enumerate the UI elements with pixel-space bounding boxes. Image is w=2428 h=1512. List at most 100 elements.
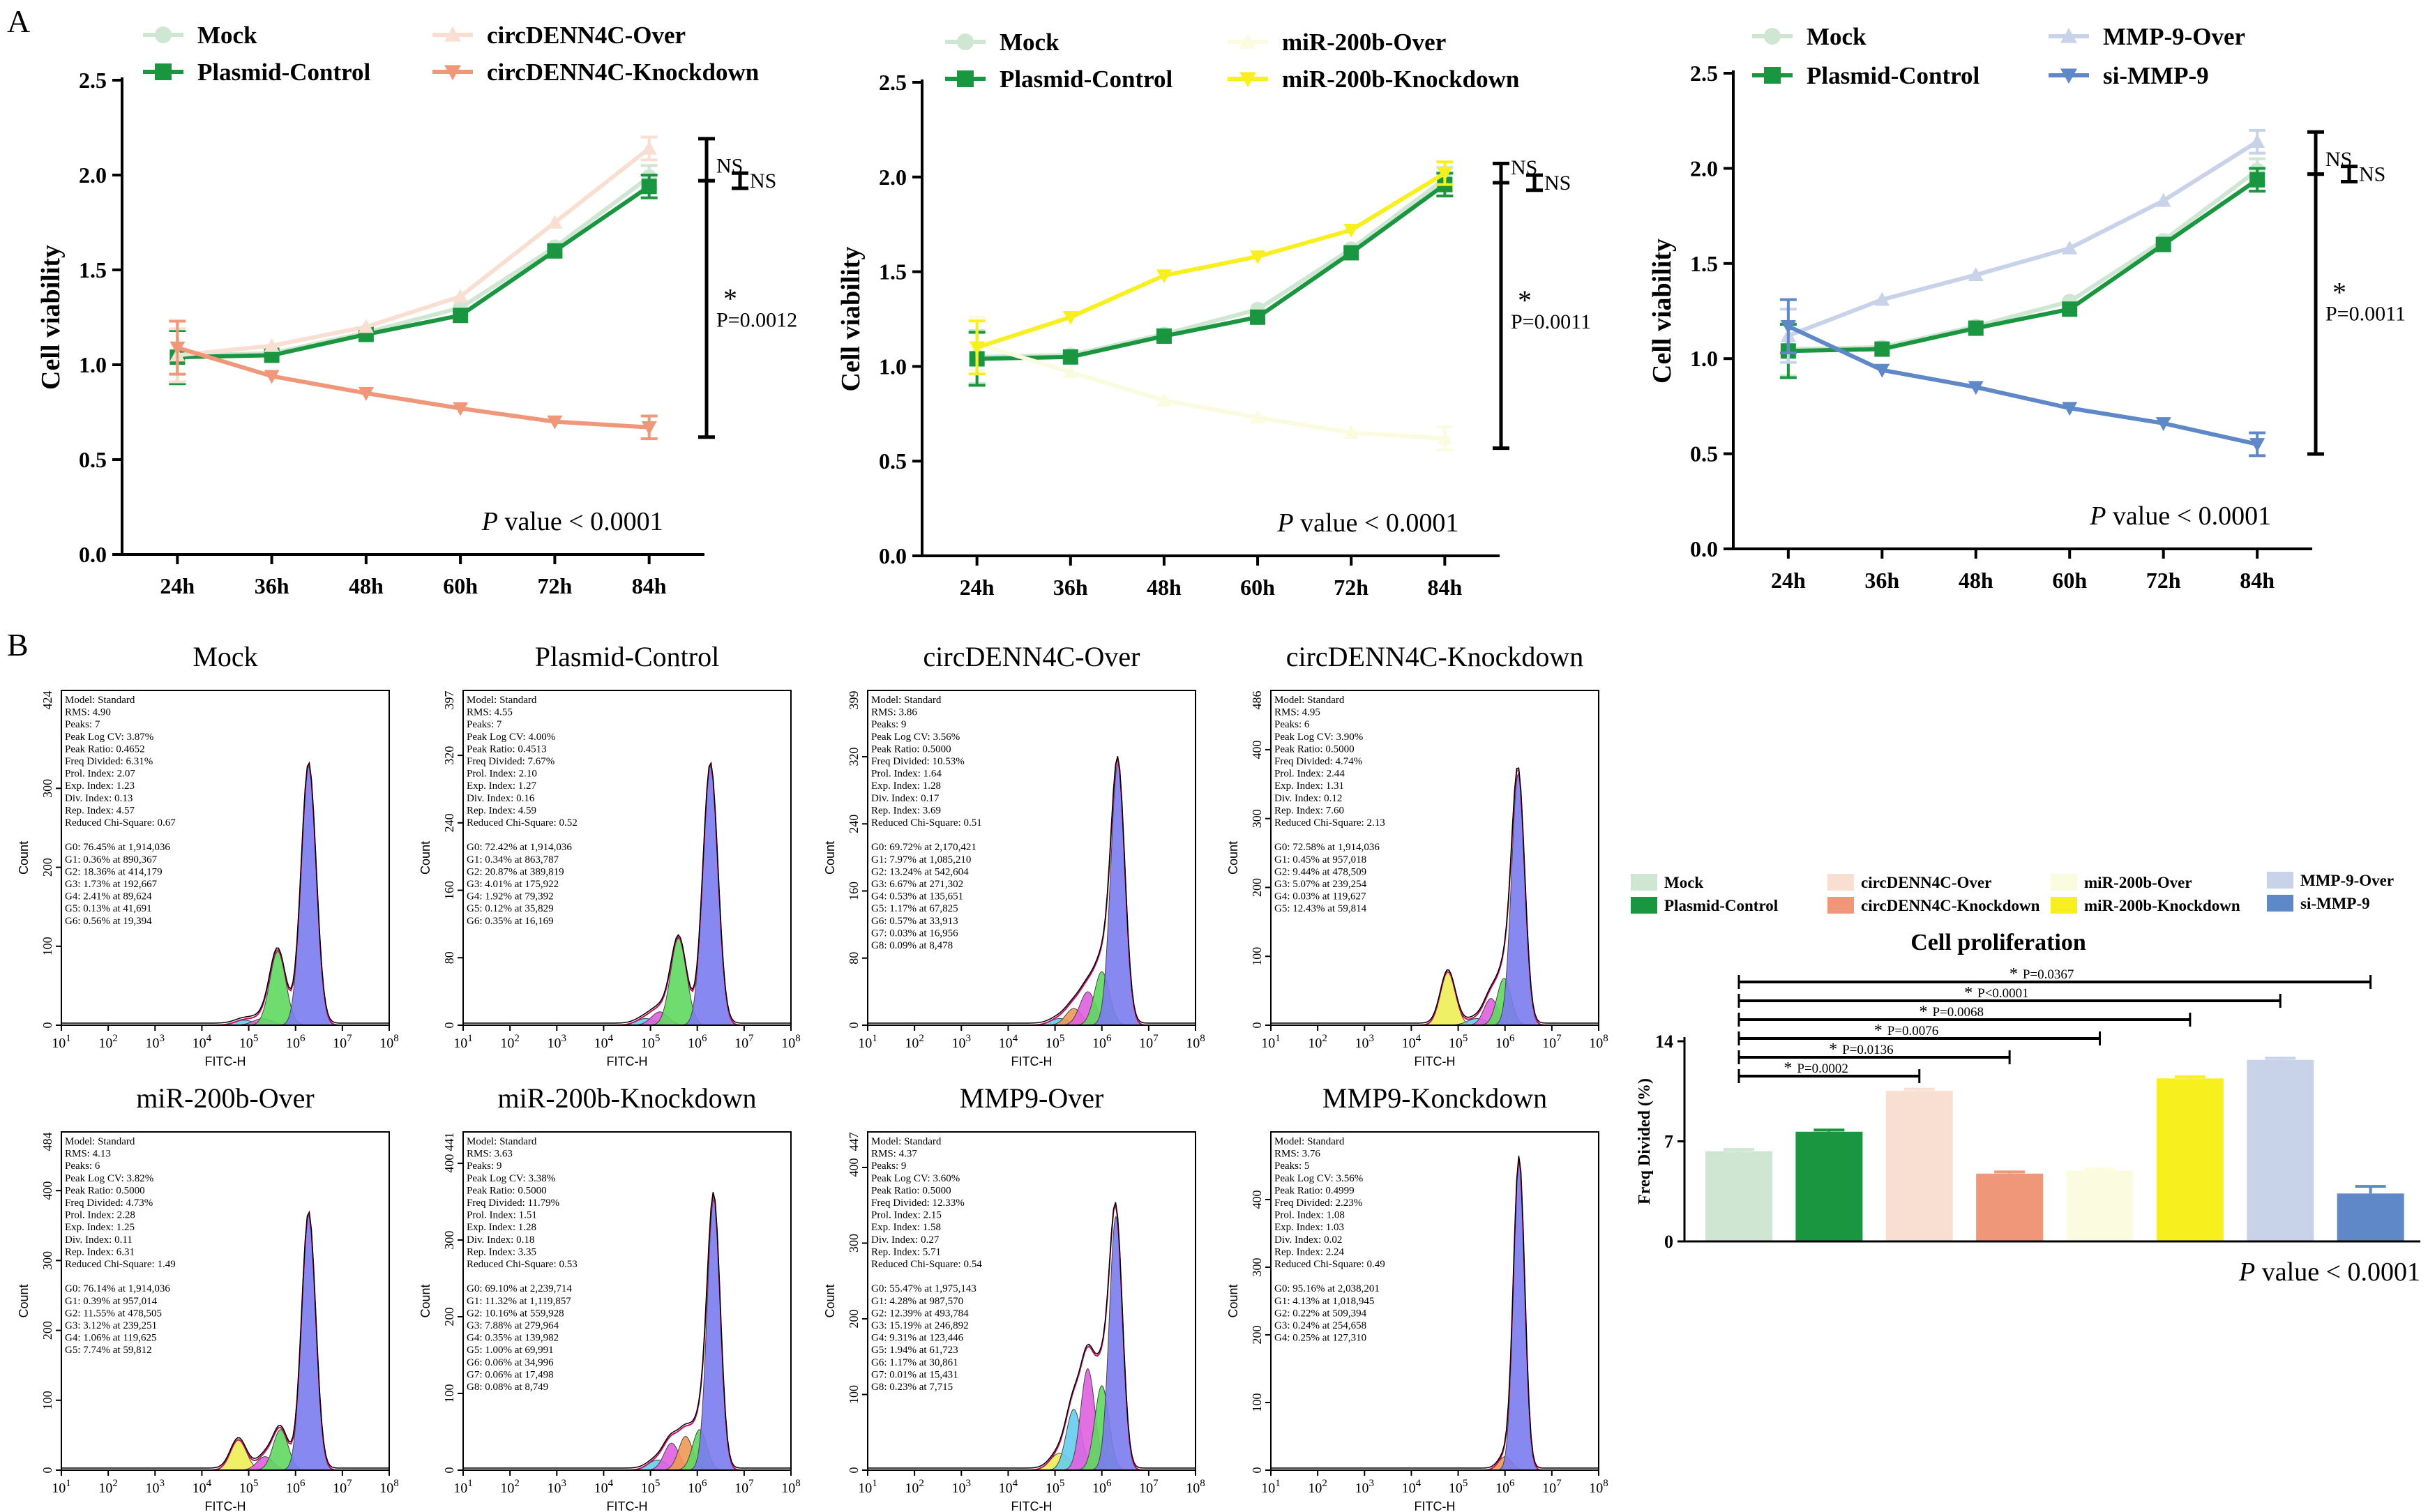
x-tick-label: 107 — [1542, 1033, 1562, 1051]
x-tick-label: 102 — [1308, 1478, 1327, 1496]
tick-exp: 5 — [1060, 1033, 1065, 1044]
tick-base: 10 — [453, 1481, 467, 1496]
histogram-frame — [867, 1131, 1196, 1471]
sig-star: * — [1829, 1041, 1837, 1059]
legend-marker — [155, 27, 172, 43]
x-tick-label: 104 — [193, 1033, 212, 1051]
stats-line: Exp. Index: 1.25 — [65, 1222, 135, 1233]
histogram-frame — [1270, 1131, 1599, 1471]
y-tick-label: 0 — [847, 1467, 861, 1474]
legend-label: miR-200b-Knockdown — [2084, 897, 2240, 914]
x-tick-label: 105 — [641, 1033, 661, 1051]
tick-exp: 7 — [748, 1478, 754, 1489]
y-axis-label: Count — [17, 841, 31, 875]
sig-star: * — [1919, 1003, 1927, 1021]
sig-bracket-1: * P=0.0367 — [1737, 965, 2372, 989]
overall-p-value: P value < 0.0001 — [481, 507, 663, 536]
tick-exp: 4 — [608, 1478, 614, 1489]
tick-exp: 6 — [1106, 1478, 1112, 1489]
x-tick-label: 102 — [1308, 1033, 1327, 1051]
y-tick-label: 1.0 — [879, 354, 907, 379]
tick-base: 10 — [734, 1481, 748, 1496]
stats-line: Rep. Index: 4.57 — [65, 805, 135, 816]
tick-base: 10 — [1355, 1481, 1369, 1496]
y-tick-label: 1.5 — [79, 257, 107, 282]
legend-marker — [1764, 67, 1781, 84]
stats-line: G5: 1.00% at 69,991 — [467, 1345, 554, 1356]
series-line — [177, 184, 651, 360]
sig-p-label: P=0.0002 — [1797, 1061, 1848, 1076]
stats-line: Reduced Chi-Square: 0.52 — [467, 817, 578, 829]
tick-exp: 2 — [514, 1033, 520, 1044]
series-line — [1787, 139, 2259, 338]
x-tick-label: 106 — [1092, 1033, 1112, 1051]
y-tick-label: 2.0 — [79, 162, 107, 188]
y-tick-label: 320 — [442, 746, 456, 765]
tick-base: 10 — [239, 1036, 253, 1051]
tick-base: 10 — [734, 1036, 748, 1051]
x-tick-label: 101 — [453, 1478, 473, 1496]
series-mock — [1779, 157, 2266, 377]
sig-p-label: P=0.0136 — [1842, 1043, 1894, 1057]
overall-p-value: P value < 0.0001 — [1276, 508, 1458, 538]
stats-line: Exp. Index: 1.23 — [65, 780, 135, 792]
histogram-data-line — [463, 761, 791, 1024]
x-axis-label: FITC-H — [205, 1054, 246, 1068]
tick-exp: 7 — [1153, 1033, 1159, 1044]
stats-line: Prol. Index: 1.51 — [467, 1210, 537, 1221]
x-tick-label: 107 — [1542, 1478, 1562, 1496]
tick-base: 10 — [500, 1036, 514, 1051]
y-tick-label: 0.5 — [79, 447, 107, 472]
histogram-frame — [462, 690, 792, 1026]
stats-line: G4: 0.03% at 119,627 — [1274, 891, 1366, 902]
tick-exp: 2 — [919, 1478, 924, 1489]
bar-mir-200b-knockdown — [2156, 1078, 2224, 1241]
stats-line: Div. Index: 0.17 — [871, 793, 940, 804]
tick-base: 10 — [52, 1036, 66, 1051]
x-tick-label: 84h — [1427, 575, 1462, 600]
data-point — [1343, 224, 1359, 238]
y-max-label: 486 — [1250, 691, 1264, 710]
tick-exp: 8 — [393, 1033, 399, 1044]
stats-line: G5: 7.74% at 59,812 — [65, 1345, 152, 1356]
stats-line: Exp. Index: 1.31 — [1274, 780, 1344, 792]
sig-p-label: P=0.0068 — [1932, 1005, 1984, 1020]
histogram-frame — [462, 1131, 792, 1471]
series-plasmid-control — [968, 172, 1454, 387]
y-tick-label: 160 — [847, 882, 861, 900]
overall-p-value: P value < 0.0001 — [2238, 1257, 2420, 1287]
data-point — [2249, 134, 2265, 149]
y-tick-label: 2.5 — [79, 68, 107, 93]
tick-base: 10 — [333, 1036, 347, 1051]
tick-base: 10 — [500, 1481, 514, 1496]
x-tick-label: 104 — [193, 1478, 212, 1496]
bar-si-mmp-9 — [2337, 1193, 2404, 1241]
histogram-title: Mock — [193, 641, 257, 672]
legend-marker — [2060, 28, 2077, 43]
y-tick-label: 7 — [1664, 1132, 1673, 1152]
stats-line: Rep. Index: 4.59 — [467, 805, 536, 816]
y-tick-label: 400 — [1250, 1190, 1264, 1209]
tick-exp: 3 — [561, 1033, 567, 1044]
legend-item-mock: Mock — [1752, 23, 1867, 50]
stats-line: G0: 55.47% at 1,975,143 — [871, 1283, 977, 1294]
data-point — [1968, 381, 1984, 395]
ns-label-2: NS — [1544, 172, 1571, 195]
stats-line: G2: 0.22% at 509,394 — [1274, 1308, 1367, 1319]
tick-exp: 8 — [1200, 1478, 1205, 1489]
stats-line: Peak Ratio: 0.5000 — [871, 1185, 951, 1196]
x-tick-label: 102 — [905, 1478, 924, 1496]
x-axis-label: FITC-H — [1011, 1054, 1053, 1068]
stats-line: G3: 6.67% at 271,302 — [871, 879, 963, 890]
stats-line: Peak Ratio: 0.4999 — [1274, 1185, 1355, 1196]
tick-base: 10 — [548, 1481, 561, 1496]
legend-label: Plasmid-Control — [197, 59, 371, 86]
y-axis-label: Count — [823, 1284, 837, 1317]
y-tick-label: 14 — [1655, 1031, 1673, 1052]
tick-exp: 5 — [655, 1033, 661, 1044]
tick-exp: 7 — [748, 1033, 754, 1044]
x-tick-label: 103 — [952, 1033, 972, 1051]
